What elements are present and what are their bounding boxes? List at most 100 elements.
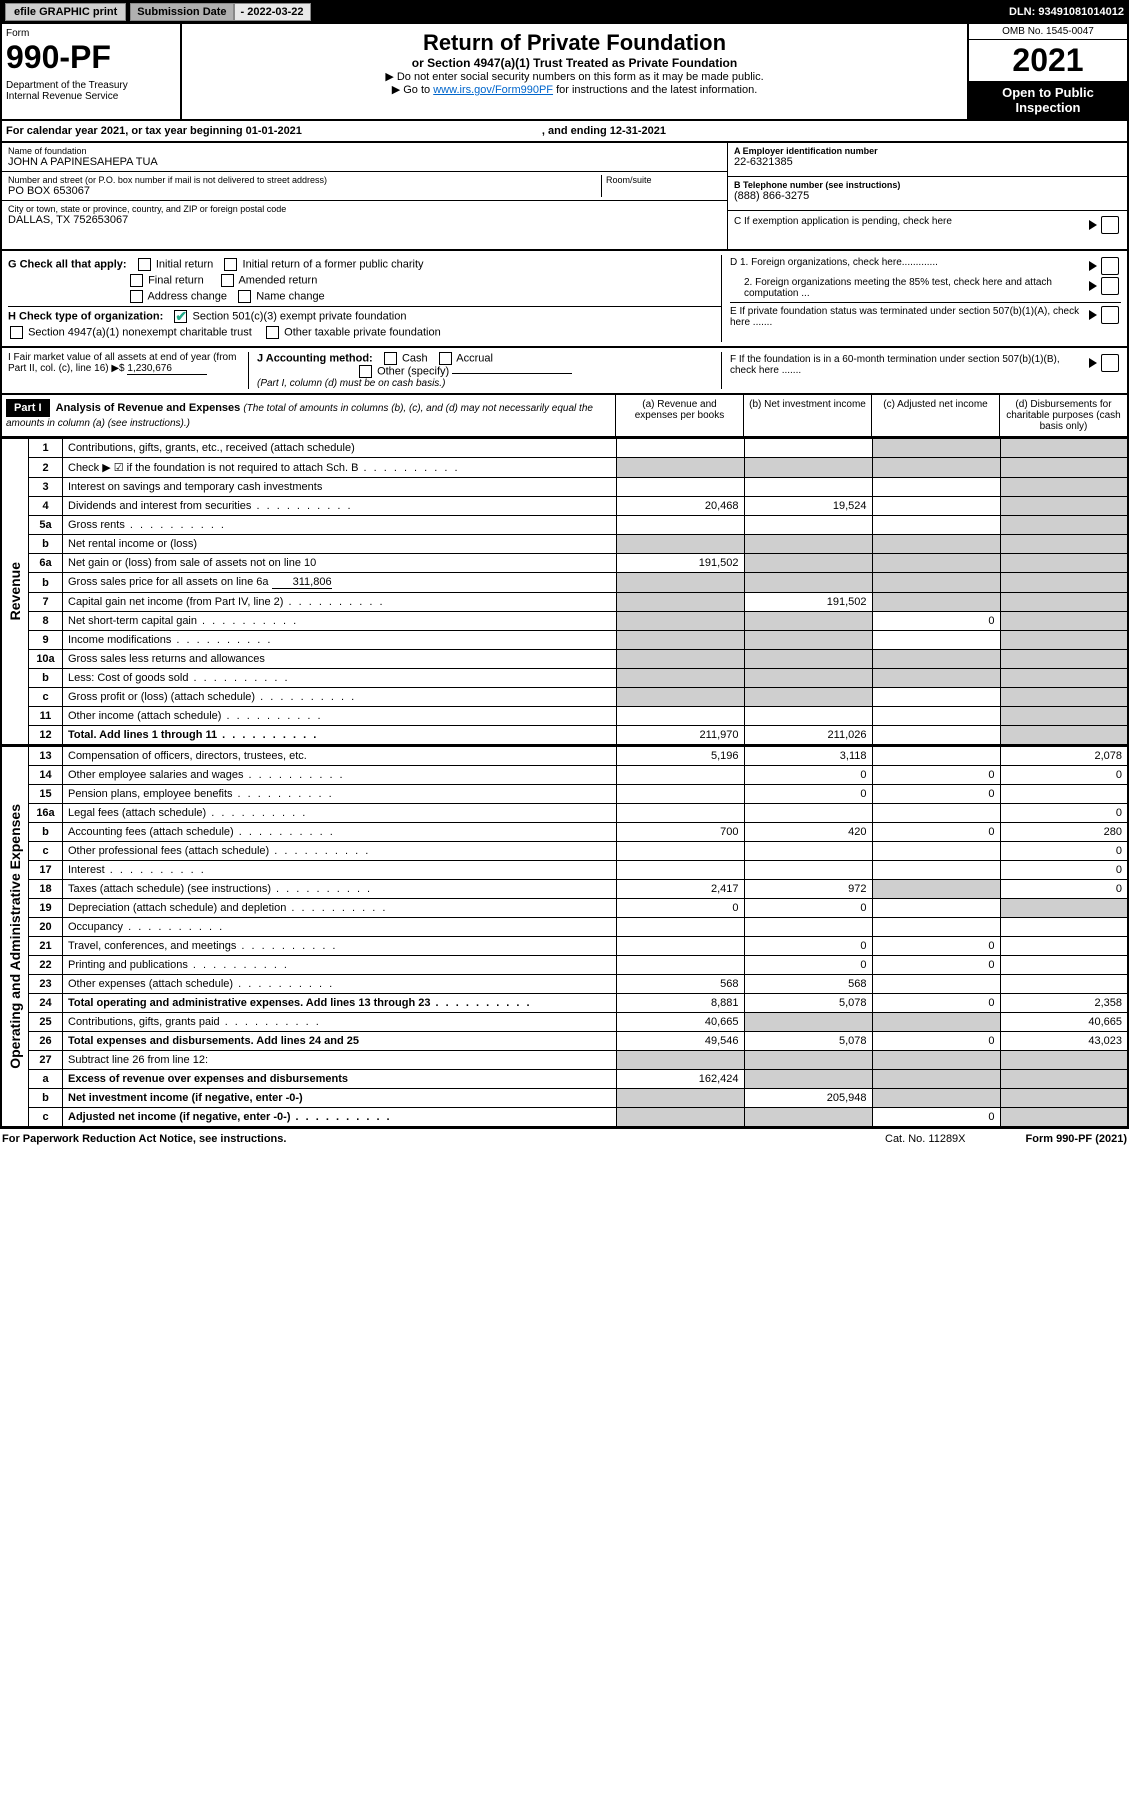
table-row: cOther professional fees (attach schedul… — [1, 842, 1128, 861]
g-o4: Amended return — [238, 274, 317, 286]
table-row: 6aNet gain or (loss) from sale of assets… — [1, 554, 1128, 573]
g-final-cb[interactable] — [130, 274, 143, 287]
table-row: 7Capital gain net income (from Part IV, … — [1, 593, 1128, 612]
j-other-cb[interactable] — [359, 365, 372, 378]
section-side: Revenue — [1, 439, 29, 746]
table-row: 15Pension plans, employee benefits00 — [1, 785, 1128, 804]
cell-value — [616, 842, 744, 861]
j-cash-cb[interactable] — [384, 352, 397, 365]
cell-value — [872, 842, 1000, 861]
d2-checkbox[interactable] — [1101, 277, 1119, 295]
cell-shaded — [616, 1089, 744, 1108]
line-no: 8 — [29, 612, 63, 631]
efile-print-btn[interactable]: efile GRAPHIC print — [5, 3, 126, 21]
cell-value: 0 — [1000, 766, 1128, 785]
c-checkbox[interactable] — [1101, 216, 1119, 234]
line-desc: Pension plans, employee benefits — [63, 785, 617, 804]
line-desc: Total expenses and disbursements. Add li… — [63, 1032, 617, 1051]
h-label: H Check type of organization: — [8, 310, 163, 322]
line-no: 13 — [29, 747, 63, 766]
cell-shaded — [872, 458, 1000, 478]
cell-value: 2,417 — [616, 880, 744, 899]
g-initial-cb[interactable] — [138, 258, 151, 271]
cell-value: 568 — [616, 975, 744, 994]
cell-shaded — [1000, 631, 1128, 650]
table-row: cGross profit or (loss) (attach schedule… — [1, 688, 1128, 707]
cell-value: 0 — [872, 612, 1000, 631]
cell-value: 40,665 — [1000, 1013, 1128, 1032]
line-desc: Other expenses (attach schedule) — [63, 975, 617, 994]
g-label: G Check all that apply: — [8, 258, 127, 270]
name-label: Name of foundation — [8, 146, 721, 156]
cell-value: 5,078 — [744, 994, 872, 1013]
j-o3: Other (specify) — [377, 365, 449, 377]
city-row: City or town, state or province, country… — [2, 201, 727, 229]
d1-checkbox[interactable] — [1101, 257, 1119, 275]
city-label: City or town, state or province, country… — [8, 204, 721, 214]
cell-shaded — [744, 554, 872, 573]
form-id-box: Form 990-PF Department of the Treasury I… — [2, 24, 182, 119]
table-row: cAdjusted net income (if negative, enter… — [1, 1108, 1128, 1128]
cell-value — [744, 439, 872, 458]
g-o6: Name change — [256, 290, 325, 302]
table-row: bGross sales price for all assets on lin… — [1, 573, 1128, 593]
table-row: 21Travel, conferences, and meetings00 — [1, 937, 1128, 956]
cell-value — [872, 478, 1000, 497]
g-addr-cb[interactable] — [130, 290, 143, 303]
j-o2: Accrual — [456, 352, 493, 364]
e-checkbox[interactable] — [1101, 306, 1119, 324]
h-other-cb[interactable] — [266, 326, 279, 339]
cell-value — [744, 842, 872, 861]
form-year-box: OMB No. 1545-0047 2021 Open to Public In… — [967, 24, 1127, 119]
g-amended-cb[interactable] — [221, 274, 234, 287]
cell-value — [872, 918, 1000, 937]
cell-value: 0 — [744, 766, 872, 785]
table-row: 4Dividends and interest from securities2… — [1, 497, 1128, 516]
f-checkbox[interactable] — [1101, 354, 1119, 372]
line-no: 21 — [29, 937, 63, 956]
footer-form: Form 990-PF (2021) — [1026, 1133, 1127, 1145]
i-value: 1,230,676 — [127, 363, 207, 375]
cell-value: 0 — [872, 785, 1000, 804]
h-501c3-cb[interactable] — [174, 310, 187, 323]
cell-value: 211,026 — [744, 726, 872, 746]
cell-value — [872, 975, 1000, 994]
line-no: 22 — [29, 956, 63, 975]
line-no: 3 — [29, 478, 63, 497]
form-title-box: Return of Private Foundation or Section … — [182, 24, 967, 119]
cell-value: 0 — [872, 1032, 1000, 1051]
h-4947-cb[interactable] — [10, 326, 23, 339]
j-accrual-cb[interactable] — [439, 352, 452, 365]
line-no: c — [29, 842, 63, 861]
addr-row: Number and street (or P.O. box number if… — [2, 172, 727, 201]
line-desc: Other income (attach schedule) — [63, 707, 617, 726]
cell-value: 40,665 — [616, 1013, 744, 1032]
part1-table: Revenue1Contributions, gifts, grants, et… — [0, 438, 1129, 746]
table-row: aExcess of revenue over expenses and dis… — [1, 1070, 1128, 1089]
tel-val: (888) 866-3275 — [734, 190, 1121, 202]
c-label: C If exemption application is pending, c… — [734, 216, 1083, 227]
cell-value — [1000, 937, 1128, 956]
ein-val: 22-6321385 — [734, 156, 1121, 168]
cell-shaded — [1000, 669, 1128, 688]
omb-number: OMB No. 1545-0047 — [969, 24, 1127, 40]
cell-value: 0 — [1000, 842, 1128, 861]
cell-shaded — [872, 880, 1000, 899]
table-row: 22Printing and publications00 — [1, 956, 1128, 975]
line-no: 12 — [29, 726, 63, 746]
j-box: J Accounting method: Cash Accrual Other … — [248, 352, 721, 389]
table-row: 11Other income (attach schedule) — [1, 707, 1128, 726]
cell-shaded — [616, 1051, 744, 1070]
table-row: 12Total. Add lines 1 through 11211,97021… — [1, 726, 1128, 746]
line-no: 9 — [29, 631, 63, 650]
g-initial-former-cb[interactable] — [224, 258, 237, 271]
cell-value: 191,502 — [744, 593, 872, 612]
table-row: bAccounting fees (attach schedule)700420… — [1, 823, 1128, 842]
cell-shaded — [616, 535, 744, 554]
cell-shaded — [872, 535, 1000, 554]
cell-value: 700 — [616, 823, 744, 842]
form-link[interactable]: www.irs.gov/Form990PF — [433, 84, 553, 96]
instr-2-post: for instructions and the latest informat… — [553, 84, 757, 96]
g-name-cb[interactable] — [238, 290, 251, 303]
line-no: c — [29, 688, 63, 707]
